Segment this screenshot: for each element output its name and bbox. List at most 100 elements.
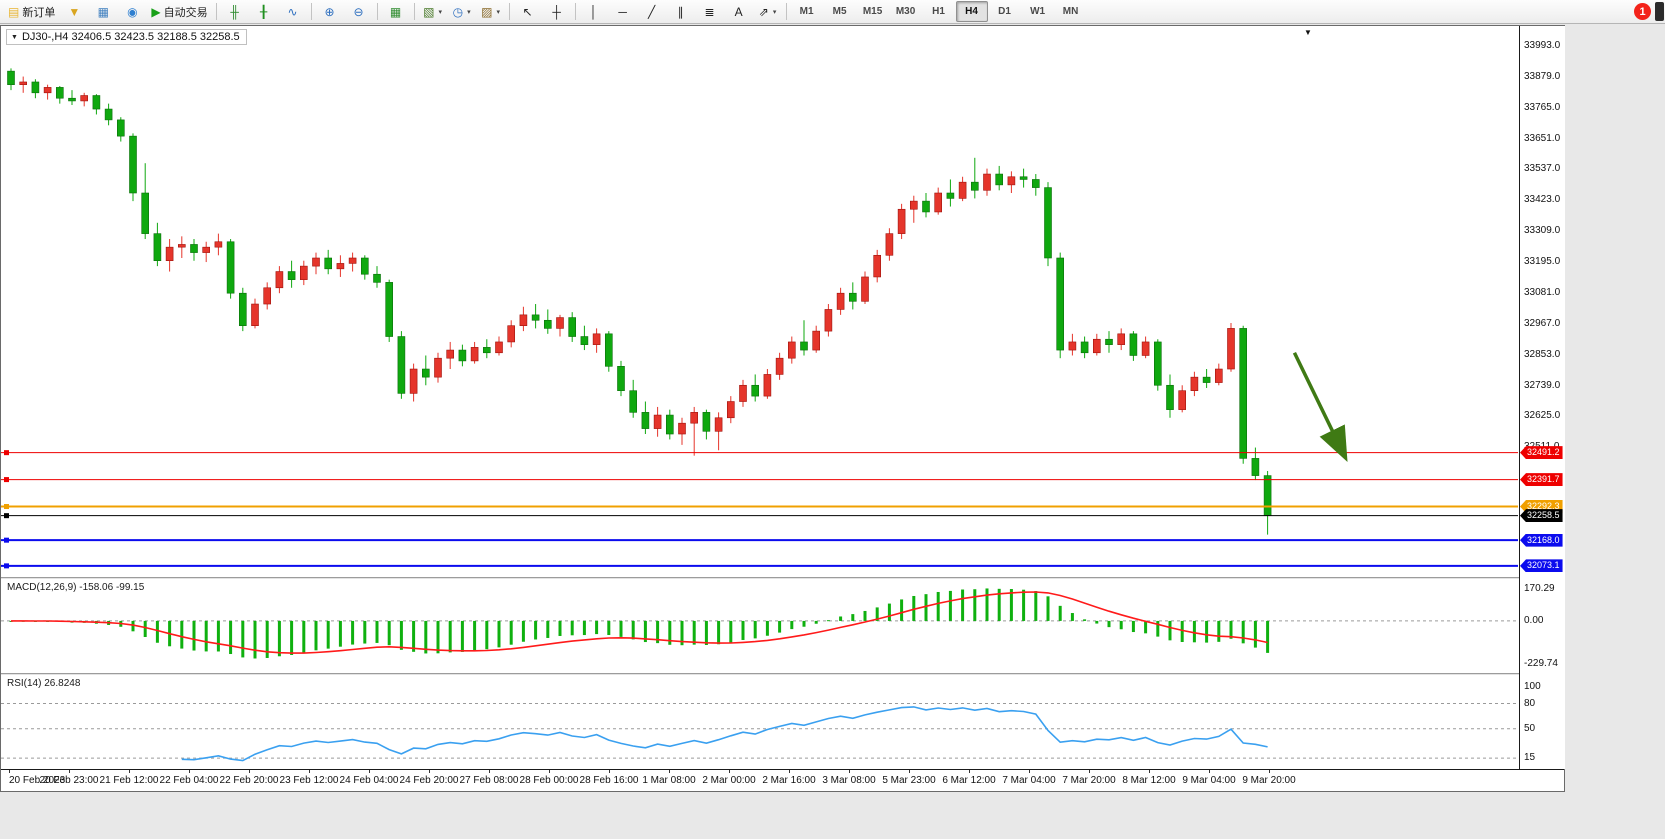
macd-histogram-bar [338,620,342,647]
chart-dropdown-icon[interactable]: ▼ [11,33,18,41]
chart-window: ▼ DJ30-,H4 32406.5 32423.5 32188.5 32258… [0,25,1565,792]
candle-body [1178,390,1186,410]
candle-body [251,303,259,326]
macd-histogram-bar [656,620,660,644]
macd-histogram-bar [424,620,428,654]
price-axis[interactable]: 33993.0 33879.0 33765.0 33651.0 33537.0 33423… [1519,26,1565,769]
timeframe-m5-button[interactable]: M5 [832,6,847,17]
timeframe-m15-button[interactable]: M15 [862,6,883,17]
time-axis-tick [9,770,10,773]
data-window-icon-icon: ▦ [97,4,110,19]
candle-body [617,366,625,391]
trendline-button[interactable]: ╱ [638,1,666,23]
channel-button[interactable]: ∥ [667,1,695,23]
candle-body [702,412,711,432]
bar-chart-icon-button[interactable]: ╫ [221,1,249,23]
candle-body [470,347,479,362]
candle-body [1251,458,1260,476]
timeframe-m30-button[interactable]: M30 [895,6,916,17]
macd-histogram-bar [863,610,867,621]
candlestick-chart-icon-button[interactable]: ╂ [250,1,278,23]
candle-body [1044,187,1052,259]
community-icon-button[interactable]: ◉ [118,1,146,23]
market-watch-icon-button[interactable]: ▼ [60,1,88,23]
notification-badge[interactable]: 1 [1634,3,1651,20]
price-chart-pane[interactable] [1,27,1518,577]
horizontal-line-button[interactable]: ─ [609,1,637,23]
level-anchor-marker[interactable] [4,477,9,483]
level-anchor-marker[interactable] [4,537,9,543]
toolbar-separator [508,3,510,20]
macd-histogram-bar [448,620,452,653]
chart-title-box[interactable]: ▼ DJ30-,H4 32406.5 32423.5 32188.5 32258… [6,29,247,45]
candle-body [1154,341,1162,386]
toolbar-separator [310,3,312,20]
level-anchor-marker[interactable] [4,563,9,569]
new-chart-button[interactable]: ▧ ▾ [419,1,447,23]
candle-body [714,417,723,432]
candle-body [751,384,760,397]
candle-body [80,95,88,102]
time-axis-label: 2 Mar 16:00 [762,775,816,786]
candle-body [653,414,662,429]
candle-body [1068,341,1077,351]
macd-histogram-bar [887,603,891,621]
macd-histogram-bar [1131,620,1135,633]
rsi-pane[interactable] [1,675,1518,769]
cursor-button[interactable]: ↖ [514,1,542,23]
candle-body [1141,341,1150,356]
level-anchor-marker[interactable] [4,504,9,510]
macd-histogram-bar [241,620,245,658]
macd-histogram-bar [1046,596,1050,621]
market-watch-icon-icon: ▼ [68,4,81,19]
templates-button[interactable]: ▨ ▾ [477,1,505,23]
toolbar-separator [215,3,217,20]
timeframe-w1-button[interactable]: W1 [1030,6,1046,17]
macd-histogram-bar [216,620,220,652]
price-level-tag: 32491.2 [1520,446,1563,460]
timeframe-h4-button[interactable]: H4 [955,1,988,22]
pane-splitter[interactable] [1,577,1564,579]
candle-body [312,257,320,267]
timeframe-h1-button[interactable]: H1 [932,6,945,17]
candle-body [946,192,955,199]
new-order-button[interactable]: ▤ 新订单 [4,1,59,23]
periods-button[interactable]: ◷ ▾ [448,1,476,23]
crosshair-button[interactable]: ┼ [543,1,571,23]
candle-body [348,257,357,264]
trend-arrow-annotation[interactable] [1292,352,1348,462]
timeframe-mn-button[interactable]: MN [1062,6,1079,17]
community-icon-icon: ◉ [127,4,138,19]
timeframe-m1-button[interactable]: M1 [799,6,814,17]
time-axis-tick [1029,770,1030,773]
zoom-in-button[interactable]: ⊕ [316,1,344,23]
chart-shift-marker[interactable]: ▼ [1304,28,1312,37]
timeframe-d1-button[interactable]: D1 [998,6,1011,17]
line-chart-icon-button[interactable]: ∿ [279,1,307,23]
macd-histogram-bar [521,620,525,642]
text-tool-button[interactable]: A [725,1,753,23]
vertical-line-button[interactable]: │ [580,1,608,23]
candle-body [1263,475,1272,516]
candle-body [434,357,442,378]
data-window-icon-button[interactable]: ▦ [89,1,117,23]
macd-histogram-bar [900,599,904,621]
fibonacci-button[interactable]: ≣ [696,1,724,23]
bar-chart-icon-icon: ╫ [230,4,239,19]
macd-pane[interactable] [1,579,1518,673]
zoom-out-button[interactable]: ⊖ [345,1,373,23]
pane-splitter[interactable] [1,673,1564,675]
candle-body [1190,376,1199,391]
level-anchor-marker[interactable] [4,450,9,456]
tile-windows-button[interactable]: ▦ [382,1,410,23]
level-anchor-marker[interactable] [4,513,9,519]
macd-histogram-bar [1192,620,1196,643]
time-axis-label: 8 Mar 12:00 [1122,775,1176,786]
macd-histogram-bar [1217,620,1221,642]
candle-body [690,412,699,424]
auto-trading-button[interactable]: ▶ 自动交易 [147,1,211,23]
candle-body [531,314,540,321]
time-axis[interactable]: 20 Feb 2023 20 Feb 23:00 21 Feb 12:00 22 Fe… [1,769,1564,790]
arrows-tool-button[interactable]: ⇗ ▾ [754,1,782,23]
